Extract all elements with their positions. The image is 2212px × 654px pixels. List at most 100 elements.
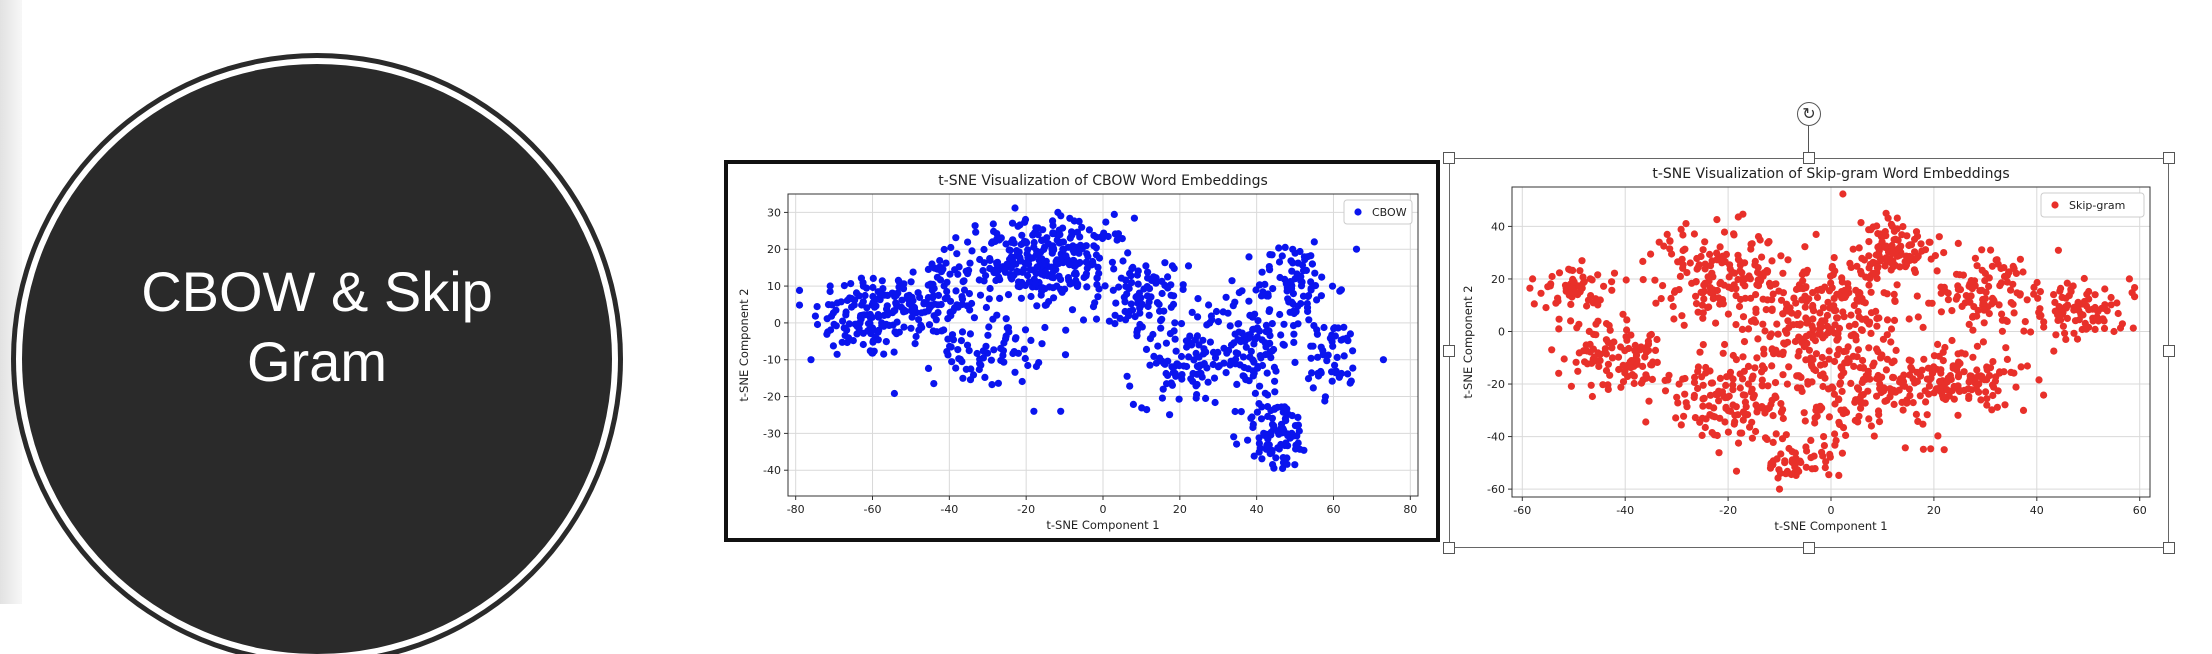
data-point — [1268, 347, 1276, 355]
data-point — [1255, 400, 1263, 408]
data-point — [1933, 267, 1941, 275]
data-point — [1537, 289, 1545, 297]
data-point — [1807, 354, 1815, 362]
resize-handle-bottom-left[interactable] — [1443, 542, 1455, 554]
data-point — [1835, 396, 1843, 404]
data-point — [1317, 292, 1325, 300]
data-point — [915, 316, 923, 324]
data-point — [1723, 373, 1731, 381]
data-point — [1768, 306, 1776, 315]
data-point — [1250, 452, 1258, 460]
data-point — [1705, 402, 1713, 410]
data-point — [1847, 379, 1855, 387]
data-point — [1835, 418, 1843, 426]
data-point — [1682, 220, 1690, 228]
data-point — [1847, 263, 1855, 271]
data-point — [1237, 338, 1245, 346]
data-point — [1337, 286, 1345, 294]
data-point — [2050, 291, 2058, 299]
data-point — [1818, 353, 1826, 362]
data-point — [1619, 378, 1628, 386]
data-point — [1215, 362, 1223, 370]
data-point — [1172, 347, 1180, 355]
data-point — [1855, 395, 1863, 403]
data-point — [1594, 271, 1602, 279]
data-point — [1706, 367, 1714, 375]
data-point — [1331, 361, 1339, 369]
data-point — [1222, 293, 1230, 301]
data-point — [2080, 297, 2088, 306]
data-point — [2040, 391, 2048, 399]
data-point — [1691, 373, 1699, 381]
data-point — [1159, 385, 1167, 393]
data-point — [1769, 461, 1777, 469]
data-point — [1119, 257, 1127, 265]
data-point — [1565, 289, 1573, 297]
data-point — [1588, 276, 1596, 284]
data-point — [1644, 337, 1652, 345]
data-point — [1827, 279, 1835, 287]
data-point — [2052, 331, 2060, 339]
data-point — [1569, 276, 1577, 284]
data-point — [868, 327, 876, 335]
data-point — [1254, 317, 1262, 325]
data-point — [1765, 404, 1773, 412]
data-point — [1955, 387, 1964, 395]
data-point — [2007, 286, 2015, 294]
data-point — [1824, 298, 1832, 306]
data-point — [1979, 338, 1987, 346]
data-point — [1954, 373, 1962, 381]
data-point — [1763, 435, 1771, 443]
data-point — [1608, 344, 1616, 352]
data-point — [1912, 410, 1920, 418]
rotate-handle-icon[interactable]: ↻ — [1797, 102, 1821, 126]
resize-handle-top-left[interactable] — [1443, 152, 1455, 164]
data-point — [876, 290, 885, 298]
data-point — [1055, 272, 1063, 280]
data-point — [1134, 267, 1142, 275]
data-point — [1245, 377, 1253, 385]
data-point — [1919, 420, 1927, 428]
resize-handle-bottom-right[interactable] — [2163, 542, 2175, 554]
data-point — [1084, 252, 1092, 261]
data-point — [1177, 352, 1186, 361]
data-point — [1801, 292, 1809, 300]
resize-handle-top-right[interactable] — [2163, 152, 2175, 164]
title-circle[interactable]: CBOW & Skip Gram — [22, 64, 612, 654]
skipgram-chart-image[interactable]: -60 -40 -20 0 20 40 60 40 20 0 -20 -40 -60 Skip-gram t… — [1449, 158, 2169, 548]
data-point — [1230, 433, 1238, 441]
data-point — [1838, 387, 1846, 395]
data-point — [934, 291, 943, 299]
data-point — [1249, 423, 1257, 432]
cbow-chart-image[interactable]: -80 -60 -40 -20 0 20 40 60 80 30 20 10 0 -10 -20 -30 -40… — [724, 160, 1440, 542]
resize-handle-right[interactable] — [2163, 345, 2175, 357]
data-point — [1667, 294, 1675, 302]
data-point — [1725, 392, 1733, 400]
data-point — [1735, 302, 1744, 311]
data-point — [1027, 292, 1035, 301]
data-point — [880, 350, 888, 358]
data-point — [1826, 450, 1834, 458]
data-point — [1855, 244, 1863, 252]
data-point — [1952, 295, 1960, 303]
data-point — [1712, 319, 1720, 327]
data-point — [943, 287, 951, 296]
data-point — [2071, 317, 2080, 325]
data-point — [1202, 394, 1210, 402]
data-point — [949, 336, 958, 344]
resize-handle-top[interactable] — [1803, 152, 1815, 164]
data-point — [1133, 326, 1142, 334]
data-point — [1705, 303, 1713, 311]
data-point — [1725, 283, 1733, 291]
data-point — [1642, 418, 1650, 426]
data-point — [1015, 248, 1023, 256]
data-point — [1206, 338, 1214, 346]
data-point — [1318, 273, 1326, 281]
data-point — [1239, 353, 1248, 361]
resize-handle-left[interactable] — [1443, 345, 1455, 357]
resize-handle-bottom[interactable] — [1803, 542, 1815, 554]
data-point — [1249, 372, 1257, 380]
data-point — [1734, 256, 1743, 264]
data-point — [1666, 245, 1674, 253]
data-point — [1245, 297, 1253, 305]
